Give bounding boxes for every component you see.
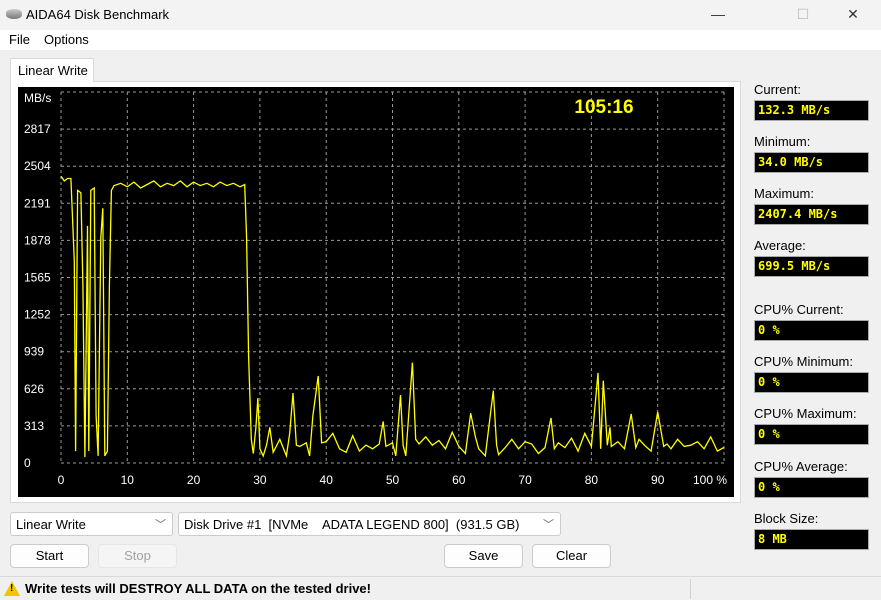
stat-label: Block Size: xyxy=(754,511,819,526)
x-tick-label: 60 xyxy=(452,473,466,487)
status-warning-text: Write tests will DESTROY ALL DATA on the… xyxy=(25,581,371,596)
chevron-down-icon: ﹀ xyxy=(155,519,166,531)
stat-label: CPU% Average: xyxy=(754,459,848,474)
stat-label: CPU% Current: xyxy=(754,302,844,317)
stat-value: 0 % xyxy=(754,320,869,341)
y-tick-label: 939 xyxy=(24,345,44,359)
chart-svg: 0 313 626 939 1252 1565 1878 2191 2504 2817 MB/s 0 1… xyxy=(24,91,727,487)
menu-file[interactable]: File xyxy=(9,32,30,47)
x-tick-label: 10 xyxy=(121,473,135,487)
stat-label: Average: xyxy=(754,238,806,253)
test-type-select[interactable]: Linear Write ﹀ xyxy=(10,512,173,536)
stat-label: Maximum: xyxy=(754,186,814,201)
x-tick-label: 80 xyxy=(585,473,599,487)
stat-label: CPU% Minimum: xyxy=(754,354,853,369)
window-title: AIDA64 Disk Benchmark xyxy=(26,7,170,22)
x-tick-label: 50 xyxy=(386,473,400,487)
benchmark-chart: 0 313 626 939 1252 1565 1878 2191 2504 2817 MB/s 0 1… xyxy=(18,87,734,497)
x-tick-label: 100 % xyxy=(693,473,727,487)
y-tick-label: 0 xyxy=(24,456,31,470)
y-tick-label: 2504 xyxy=(24,159,51,173)
stat-value: 2407.4 MB/s xyxy=(754,204,869,225)
disk-app-icon xyxy=(6,9,22,19)
save-button[interactable]: Save xyxy=(444,544,523,568)
stat-value: 699.5 MB/s xyxy=(754,256,869,277)
stat-value: 132.3 MB/s xyxy=(754,100,869,121)
menu-options[interactable]: Options xyxy=(44,32,89,47)
drive-select[interactable]: Disk Drive #1 [NVMe ADATA LEGEND 800] (9… xyxy=(178,512,561,536)
close-button[interactable]: ✕ xyxy=(847,6,859,22)
write-speed-line xyxy=(60,175,725,459)
maximize-button[interactable]: ☐ xyxy=(796,6,810,22)
stat-value: 0 % xyxy=(754,424,869,445)
elapsed-timer: 105:16 xyxy=(574,97,633,118)
x-tick-label: 30 xyxy=(253,473,267,487)
minimize-button[interactable]: — xyxy=(711,6,725,22)
warning-icon: ! xyxy=(4,581,20,596)
status-bar: ! Write tests will DESTROY ALL DATA on t… xyxy=(0,576,881,600)
y-axis-label: MB/s xyxy=(24,91,51,105)
y-tick-label: 2817 xyxy=(24,122,51,136)
clear-button[interactable]: Clear xyxy=(532,544,611,568)
y-tick-label: 1252 xyxy=(24,308,51,322)
chevron-down-icon: ﹀ xyxy=(543,519,554,531)
x-tick-label: 20 xyxy=(187,473,201,487)
stat-label: Minimum: xyxy=(754,134,811,149)
stat-value: 0 % xyxy=(754,372,869,393)
drive-value: Disk Drive #1 [NVMe ADATA LEGEND 800] (9… xyxy=(184,517,520,532)
stat-value: 0 % xyxy=(754,477,869,498)
stat-label: Current: xyxy=(754,82,801,97)
stat-value: 8 MB xyxy=(754,529,869,550)
start-button[interactable]: Start xyxy=(10,544,89,568)
x-tick-label: 70 xyxy=(518,473,532,487)
stop-button[interactable]: Stop xyxy=(98,544,177,568)
title-bar: AIDA64 Disk Benchmark — ☐ ✕ xyxy=(0,0,881,30)
status-divider xyxy=(690,579,691,599)
x-tick-label: 90 xyxy=(651,473,665,487)
stat-value: 34.0 MB/s xyxy=(754,152,869,173)
y-tick-label: 1565 xyxy=(24,271,51,285)
tab-linear-write[interactable]: Linear Write xyxy=(10,58,94,82)
menu-bar: File Options xyxy=(0,30,881,50)
y-tick-label: 2191 xyxy=(24,196,51,210)
stat-label: CPU% Maximum: xyxy=(754,406,857,421)
y-tick-label: 626 xyxy=(24,382,44,396)
test-type-value: Linear Write xyxy=(16,517,86,532)
x-tick-label: 40 xyxy=(320,473,334,487)
x-tick-label: 0 xyxy=(58,473,65,487)
y-tick-label: 313 xyxy=(24,419,44,433)
y-tick-label: 1878 xyxy=(24,233,51,247)
